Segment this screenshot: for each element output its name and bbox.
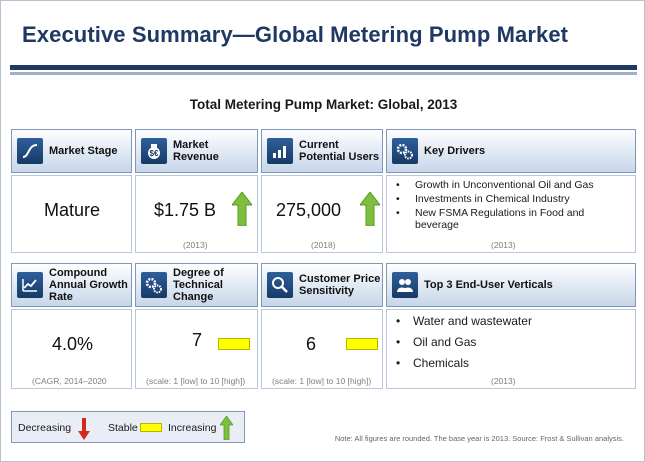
card-body-market-stage: Mature (11, 175, 132, 253)
list-item: Investments in Chemical Industry (393, 193, 619, 205)
title-rule-light (10, 72, 637, 75)
decreasing-arrow-icon (78, 418, 90, 440)
cagr-note: (CAGR, 2014–2020 (32, 376, 107, 386)
money-bag-icon: $€ (141, 138, 167, 164)
card-body-price-sensitivity: 6 (scale: 1 [low] to 10 [high]) (261, 309, 383, 389)
potential-users-note: (2018) (311, 240, 336, 250)
end-user-note: (2013) (491, 376, 516, 386)
card-header-cagr: Compound Annual Growth Rate (11, 263, 132, 307)
section-subtitle: Total Metering Pump Market: Global, 2013 (189, 97, 458, 112)
svg-text:$€: $€ (150, 149, 159, 158)
people-icon (392, 272, 418, 298)
card-header-price-sensitivity: Customer Price Sensitivity (261, 263, 383, 307)
legend-decreasing-label: Decreasing (18, 422, 72, 434)
tech-change-value: 7 (192, 330, 203, 350)
end-user-list: Water and wastewater Oil and Gas Chemica… (393, 314, 619, 377)
increasing-arrow-icon (360, 192, 380, 226)
card-label: Current Potential Users (299, 139, 380, 163)
magnifier-icon (267, 272, 293, 298)
stable-indicator (218, 338, 250, 350)
line-chart-icon (17, 272, 43, 298)
card-label: Key Drivers (424, 145, 486, 157)
legend-increasing-label: Increasing (168, 422, 217, 434)
bar-chart-icon (267, 138, 293, 164)
card-header-market-revenue: $€ Market Revenue (135, 129, 258, 173)
list-item: Growth in Unconventional Oil and Gas (393, 179, 619, 191)
market-revenue-note: (2013) (183, 240, 208, 250)
stable-indicator (140, 423, 162, 432)
card-body-tech-change: 7 (scale: 1 [low] to 10 [high]) (135, 309, 258, 389)
card-body-cagr: 4.0% (CAGR, 2014–2020 (11, 309, 132, 389)
trend-legend: Decreasing Stable Increasing (11, 411, 245, 443)
list-item: Water and wastewater (393, 314, 619, 335)
list-item: Oil and Gas (393, 335, 619, 356)
card-header-potential-users: Current Potential Users (261, 129, 383, 173)
price-sensitivity-note: (scale: 1 [low] to 10 [high]) (272, 376, 372, 386)
cagr-value: 4.0% (52, 334, 94, 354)
gears-icon (392, 138, 418, 164)
card-header-key-drivers: Key Drivers (386, 129, 636, 173)
card-label: Compound Annual Growth Rate (49, 267, 128, 303)
s-curve-icon (17, 138, 43, 164)
page-title: Executive Summary—Global Metering Pump M… (22, 22, 569, 47)
price-sensitivity-value: 6 (306, 334, 317, 354)
card-label: Degree of Technical Change (173, 267, 224, 303)
list-item: Chemicals (393, 356, 619, 377)
card-body-potential-users: 275,000 (2018) (261, 175, 383, 253)
stable-indicator (346, 338, 378, 350)
key-drivers-note: (2013) (491, 240, 516, 250)
footnote: Note: All figures are rounded. The base … (334, 434, 624, 443)
legend-stable-label: Stable (108, 422, 138, 434)
card-body-market-revenue: $1.75 B (2013) (135, 175, 258, 253)
increasing-arrow-icon (220, 416, 233, 440)
market-stage-value: Mature (44, 200, 101, 220)
increasing-arrow-icon (232, 192, 252, 226)
card-label: Top 3 End-User Verticals (424, 279, 553, 291)
card-label: Market Revenue (173, 139, 219, 163)
key-drivers-list: Growth in Unconventional Oil and Gas Inv… (393, 179, 619, 233)
list-item: New FSMA Regulations in Food and beverag… (393, 207, 619, 231)
tech-change-note: (scale: 1 [low] to 10 [high]) (146, 376, 246, 386)
card-label: Customer Price Sensitivity (299, 273, 381, 297)
market-revenue-value: $1.75 B (154, 200, 217, 220)
card-header-end-user: Top 3 End-User Verticals (386, 263, 636, 307)
card-header-tech-change: Degree of Technical Change (135, 263, 258, 307)
title-rule (10, 65, 637, 70)
gears-icon (141, 272, 167, 298)
card-header-market-stage: Market Stage (11, 129, 132, 173)
card-label: Market Stage (49, 145, 118, 157)
potential-users-value: 275,000 (276, 200, 342, 220)
